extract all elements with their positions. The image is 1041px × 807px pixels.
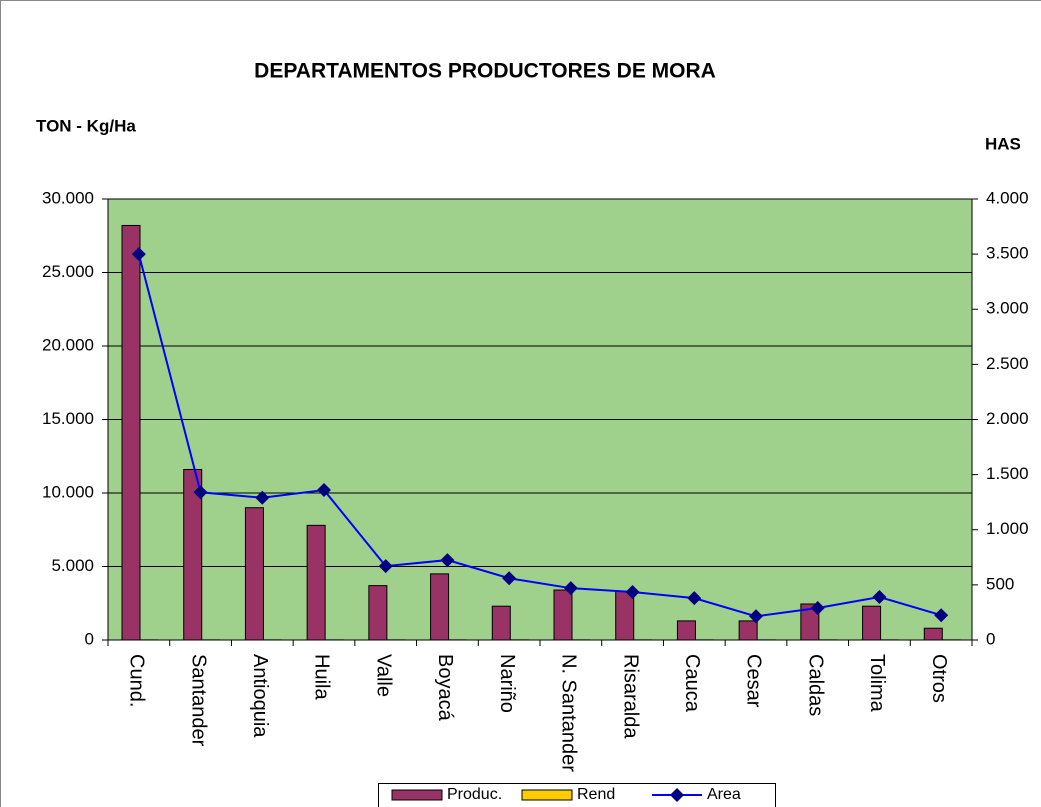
- y-tick-label: 15.000: [42, 409, 94, 428]
- y2-tick-label: 3.000: [986, 299, 1029, 318]
- y-tick-label: 5.000: [51, 556, 94, 575]
- x-tick-label: Valle: [372, 654, 394, 697]
- y2-tick-label: 500: [986, 574, 1014, 593]
- y-axis-title: TON - Kg/Ha: [36, 116, 136, 135]
- y2-tick-label: 0: [986, 629, 995, 648]
- legend-label: Area: [707, 786, 741, 803]
- legend-swatch: [521, 789, 573, 801]
- marker: [872, 590, 887, 605]
- x-tick-label: Nariño: [496, 654, 518, 713]
- legend: Produc. Rend Area: [378, 783, 776, 807]
- marker: [440, 553, 455, 568]
- bar: [553, 589, 573, 641]
- bar: [183, 468, 203, 641]
- x-tick-label: Boyacá: [434, 654, 456, 722]
- x-tick-label: Tolima: [866, 654, 888, 713]
- y-tick-label: 0: [85, 629, 94, 648]
- x-tick-label: N. Santander: [558, 654, 580, 772]
- y-tick-label: 30.000: [42, 188, 94, 207]
- x-tick-label: Risaralda: [619, 654, 641, 739]
- x-tick-label: Santander: [187, 654, 209, 747]
- marker: [563, 581, 578, 596]
- bar: [800, 603, 820, 641]
- marker: [255, 490, 270, 505]
- x-tick-label: Cesar: [743, 654, 765, 708]
- y2-tick-label: 2.500: [986, 354, 1029, 373]
- x-tick-label: Antioquia: [249, 654, 271, 738]
- marker: [131, 247, 146, 262]
- marker: [317, 483, 331, 498]
- legend-label: Rend: [577, 786, 615, 803]
- marker: [749, 609, 763, 624]
- x-tick-label: Caldas: [804, 654, 826, 716]
- y2-tick-label: 1.500: [986, 464, 1029, 483]
- marker: [625, 585, 640, 600]
- bar: [738, 620, 758, 641]
- y2-tick-label: 1.000: [986, 519, 1029, 538]
- y2-tick-label: 2.000: [986, 409, 1029, 428]
- bar: [244, 507, 264, 641]
- y-tick-label: 20.000: [42, 335, 94, 354]
- bar: [368, 585, 388, 641]
- x-tick-label: Cund.: [126, 654, 148, 707]
- marker: [378, 559, 393, 574]
- x-tick-label: Otros: [928, 654, 950, 703]
- legend-marker: [670, 788, 684, 802]
- y-tick-label: 25.000: [42, 262, 94, 281]
- marker: [934, 608, 949, 623]
- chart-title: DEPARTAMENTOS PRODUCTORES DE MORA: [254, 60, 716, 83]
- marker: [687, 591, 702, 606]
- marker: [193, 485, 208, 500]
- y2-axis-title: HAS: [985, 134, 1021, 153]
- bar: [676, 620, 696, 641]
- y2-tick-label: 3.500: [986, 244, 1029, 263]
- bar: [306, 524, 326, 641]
- y2-tick-label: 4.000: [986, 188, 1029, 207]
- marker: [810, 601, 825, 616]
- x-tick-label: Huila: [311, 654, 333, 700]
- line: [137, 253, 942, 618]
- bar: [430, 573, 450, 641]
- legend-label: Produc.: [447, 786, 502, 803]
- y-tick-label: 10.000: [42, 482, 94, 501]
- marker: [502, 571, 517, 586]
- bar: [121, 224, 141, 641]
- x-tick-label: Cauca: [681, 654, 703, 713]
- legend-swatch: [391, 789, 443, 801]
- bar: [491, 605, 511, 641]
- bar: [862, 605, 882, 641]
- bar: [923, 627, 943, 641]
- bar: [615, 590, 635, 641]
